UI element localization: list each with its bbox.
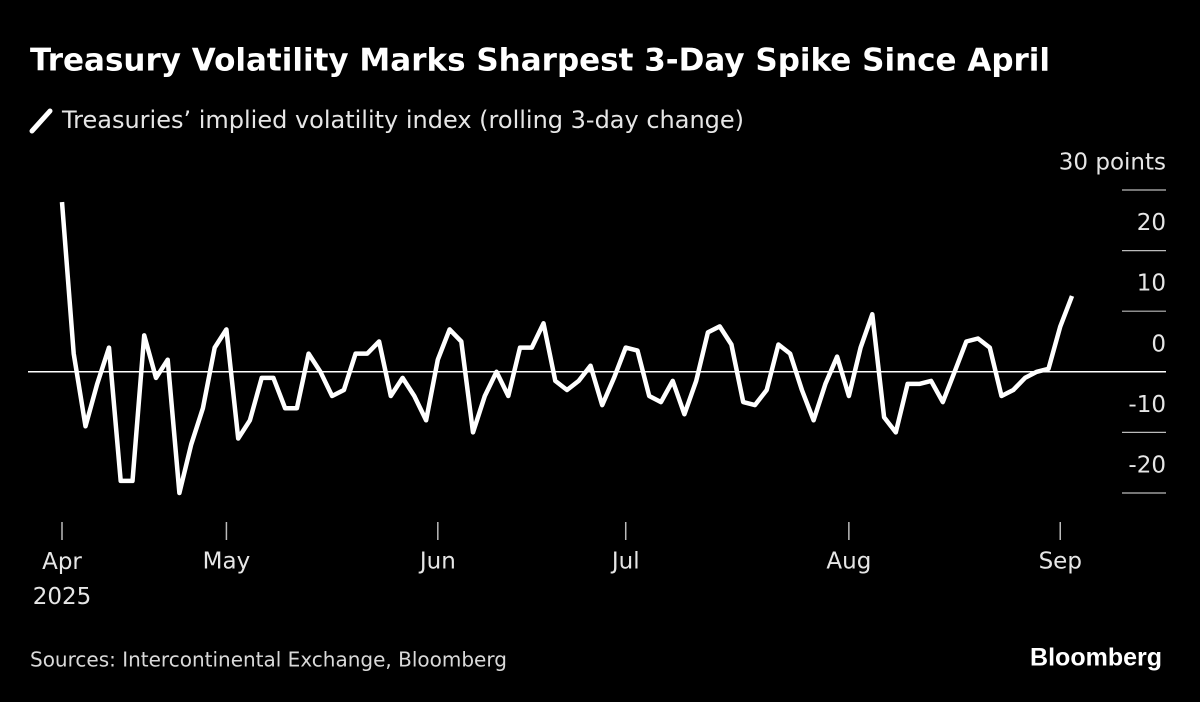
- y-tick-label: 30 points: [1059, 150, 1166, 176]
- x-tick-label: Jul: [610, 549, 640, 575]
- x-tick-label: Apr 2025: [33, 549, 92, 610]
- y-tick-label: 20: [1137, 210, 1166, 236]
- series-line: [59, 201, 1075, 496]
- legend-label: Treasuries’ implied volatility index (ro…: [61, 106, 744, 134]
- source: Sources: Intercontinental Exchange, Bloo…: [30, 648, 507, 672]
- y-tick-label: -10: [1128, 392, 1166, 418]
- x-tick-label: Sep: [1039, 549, 1082, 575]
- x-tick-label: Jun: [418, 549, 456, 575]
- x-tick-label: Aug: [826, 549, 871, 575]
- y-tick-label: -20: [1128, 453, 1166, 479]
- y-tick-label: 0: [1151, 331, 1166, 357]
- logo: Bloomberg: [1030, 644, 1162, 672]
- x-tick-label: May: [203, 549, 251, 575]
- chart-title: Treasury Volatility Marks Sharpest 3-Day…: [30, 43, 1050, 79]
- y-tick-label: 10: [1137, 271, 1166, 297]
- legend-swatch: [29, 108, 53, 134]
